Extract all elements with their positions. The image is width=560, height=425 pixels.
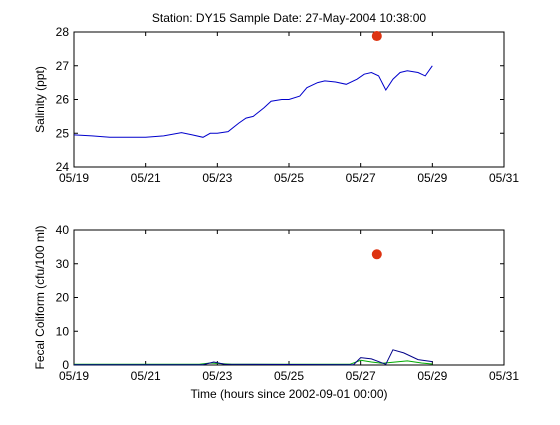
- x-tick-label: 05/23: [202, 369, 232, 383]
- y-tick-label: 30: [56, 257, 70, 271]
- x-axis-label: Time (hours since 2002-09-01 00:00): [191, 387, 388, 401]
- x-tick-label: 05/25: [274, 171, 304, 185]
- salinity-panel: 05/19 05/21 05/23 05/25 05/27 05/29 05/31 24 25 2…: [33, 25, 519, 185]
- plot-area: [73, 229, 505, 366]
- series-line: [74, 349, 433, 366]
- y-tick-label: 25: [56, 126, 70, 140]
- chart-title: Station: DY15 Sample Date: 27-May-2004 1…: [152, 11, 426, 25]
- fecal-coliform-panel: 05/19 05/21 05/23 05/25 05/27 05/29 05/31 0 10 20…: [33, 223, 519, 383]
- y-axis-label: Salinity (ppt): [33, 66, 47, 133]
- y-tick-label: 0: [62, 358, 69, 372]
- x-tick-label: 05/31: [489, 171, 519, 185]
- sample-marker: [371, 249, 382, 260]
- x-tick-label: 05/31: [489, 369, 519, 383]
- x-tick-label: 05/27: [346, 369, 376, 383]
- y-tick-label: 24: [56, 160, 70, 174]
- x-tick-label: 05/19: [59, 369, 89, 383]
- x-tick-label: 05/23: [202, 171, 232, 185]
- y-tick-label: 28: [56, 25, 70, 39]
- x-tick-label: 05/21: [131, 369, 161, 383]
- sample-marker: [371, 31, 382, 42]
- x-tick-label: 05/25: [274, 369, 304, 383]
- y-tick-label: 40: [56, 223, 70, 237]
- x-tick-label: 05/27: [346, 171, 376, 185]
- y-tick-label: 10: [56, 324, 70, 338]
- y-tick-label: 26: [56, 93, 70, 107]
- x-tick-label: 05/21: [131, 171, 161, 185]
- x-tick-label: 05/29: [417, 369, 447, 383]
- x-tick-label: 05/19: [59, 171, 89, 185]
- y-tick-label: 20: [56, 291, 70, 305]
- series-line: [73, 65, 433, 138]
- y-axis-label: Fecal Coliform (cfu/100 ml): [33, 225, 47, 369]
- x-tick-label: 05/29: [417, 171, 447, 185]
- y-tick-label: 27: [56, 59, 70, 73]
